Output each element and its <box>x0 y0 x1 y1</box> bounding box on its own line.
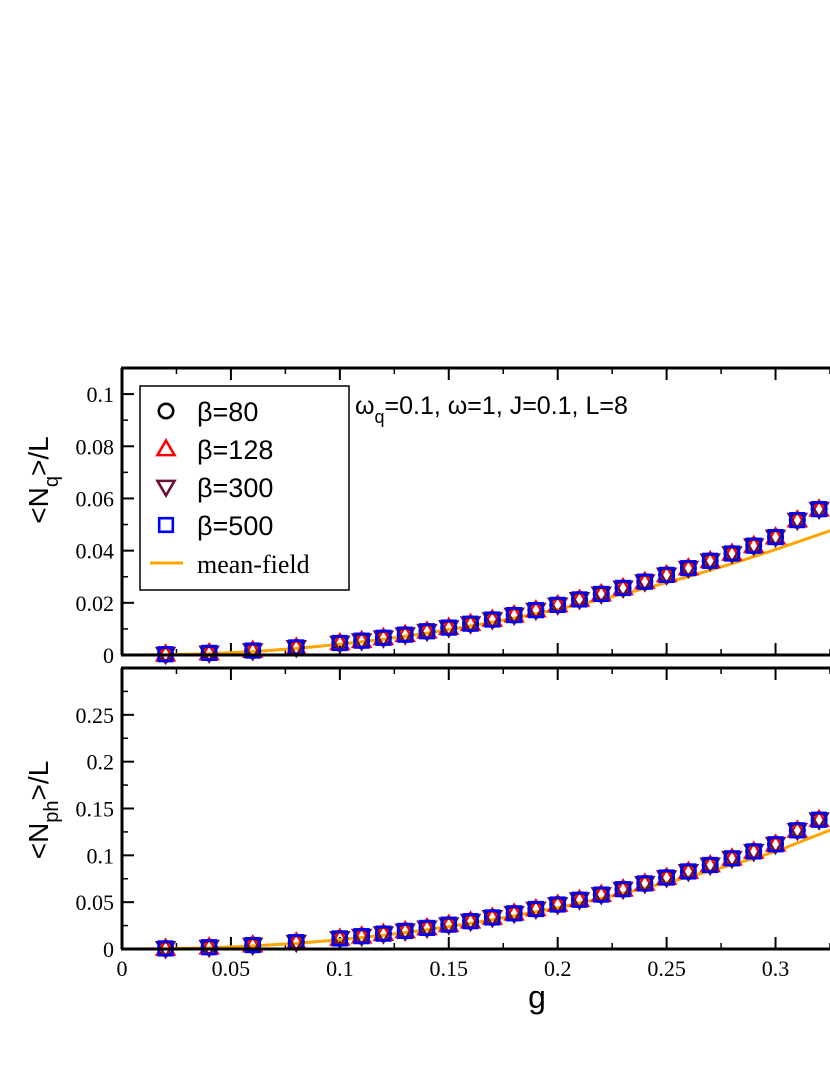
bottom-point-square <box>593 886 610 903</box>
legend: β=80 β=128 β=300 β=500 mean-field <box>139 385 350 591</box>
top-point-square <box>680 560 697 577</box>
bottom-point-square <box>397 922 414 940</box>
bottom-point-square <box>702 856 719 874</box>
legend-swatch-circle <box>157 402 175 420</box>
top-point-square <box>593 585 610 603</box>
bottom-point-square <box>614 881 632 898</box>
bottom-point-square <box>723 850 741 867</box>
top-point-square <box>658 566 675 584</box>
bottom-point-square <box>549 896 566 913</box>
y-tick-label: 0.2 <box>87 750 115 775</box>
legend-label: mean-field <box>197 550 310 579</box>
top-point-square <box>506 606 523 624</box>
x-tick-label: 0.05 <box>212 956 251 981</box>
bottom-point-square <box>658 869 675 886</box>
x-tick-label: 0.15 <box>430 956 469 981</box>
y-tick-label: 0.02 <box>76 591 115 616</box>
bottom-point-square <box>331 930 348 947</box>
top-point-square <box>745 537 762 554</box>
y-tick-label: 0.04 <box>76 539 115 564</box>
top-point-square <box>723 545 741 562</box>
top-point-square <box>549 596 566 614</box>
bottom-point-square <box>789 822 806 839</box>
bottom-point-square <box>462 913 479 930</box>
top-point-square <box>201 644 218 662</box>
top-point-square <box>353 632 370 649</box>
bottom-point-square <box>506 905 523 922</box>
bottom-point-square <box>745 843 762 860</box>
top-point-square <box>614 579 632 597</box>
bottom-point-square <box>636 875 653 892</box>
bottom-point-square <box>244 936 261 954</box>
legend-label: β=80 <box>197 397 258 427</box>
top-point-square <box>418 623 436 640</box>
x-tick-label: 0.2 <box>544 956 572 981</box>
legend-swatch-square <box>157 516 175 534</box>
top-point-square <box>484 611 501 628</box>
x-tick-label: 0 <box>117 956 128 981</box>
legend-label: β=128 <box>197 435 273 465</box>
top-mean-field-line <box>121 529 830 657</box>
top-panel: 0 0.02 0.04 0.06 0.08 0.1 <box>76 366 830 668</box>
top-point-square <box>702 552 719 569</box>
bottom-point-square <box>440 916 457 933</box>
y-tick-label: 0 <box>103 937 114 962</box>
bottom-point-square <box>418 919 436 937</box>
top-point-square <box>571 591 588 608</box>
bottom-point-square <box>527 900 545 918</box>
bottom-panel: 0 0.05 0.1 0.15 0.2 0.25 0.3 0 0.05 0.1 0.15 0.2 0.2… <box>76 666 830 981</box>
bottom-point-square <box>571 891 588 908</box>
bottom-y-axis-label: <Nph>/L <box>23 761 63 860</box>
bottom-point-square <box>375 925 392 942</box>
y-tick-label: 0.1 <box>87 843 115 868</box>
top-y-axis-label: <Nq>/L <box>23 436 63 523</box>
parameter-annotation: ωq=0.1, ω=1, J=0.1, L=8 <box>355 392 628 427</box>
y-tick-label: 0.06 <box>76 486 115 511</box>
legend-swatch-triangle-up <box>155 437 177 457</box>
x-tick-label: 0.3 <box>762 956 790 981</box>
top-point-square <box>789 512 806 529</box>
top-point-square <box>636 573 653 590</box>
top-point-square <box>375 629 392 646</box>
top-point-square <box>397 626 414 643</box>
bottom-point-square <box>767 836 784 853</box>
top-point-square <box>331 634 348 652</box>
legend-box <box>139 385 350 591</box>
bottom-mean-field-line <box>121 828 830 951</box>
top-point-square <box>527 602 545 619</box>
bottom-point-square <box>680 863 697 880</box>
y-tick-label: 0.25 <box>76 703 115 728</box>
x-tick-label: 0.1 <box>326 956 354 981</box>
bottom-point-square <box>811 811 828 828</box>
y-tick-label: 0.15 <box>76 797 115 822</box>
bottom-point-square <box>353 928 370 945</box>
y-tick-label: 0 <box>103 643 114 668</box>
y-tick-label: 0.08 <box>76 434 115 459</box>
legend-label: β=300 <box>197 473 273 503</box>
y-tick-label: 0.1 <box>87 382 115 407</box>
bottom-point-square <box>484 909 501 926</box>
top-point-square <box>811 501 828 518</box>
x-tick-label: 0.25 <box>647 956 686 981</box>
top-point-square <box>462 615 479 632</box>
legend-label: β=500 <box>197 511 273 541</box>
top-point-square <box>244 642 261 659</box>
bottom-point-square <box>201 939 218 956</box>
x-axis-label: g <box>528 979 546 1015</box>
y-tick-label: 0.05 <box>76 890 115 915</box>
top-point-square <box>767 528 784 546</box>
legend-swatch-triangle-down <box>155 479 177 499</box>
top-point-square <box>440 619 457 636</box>
